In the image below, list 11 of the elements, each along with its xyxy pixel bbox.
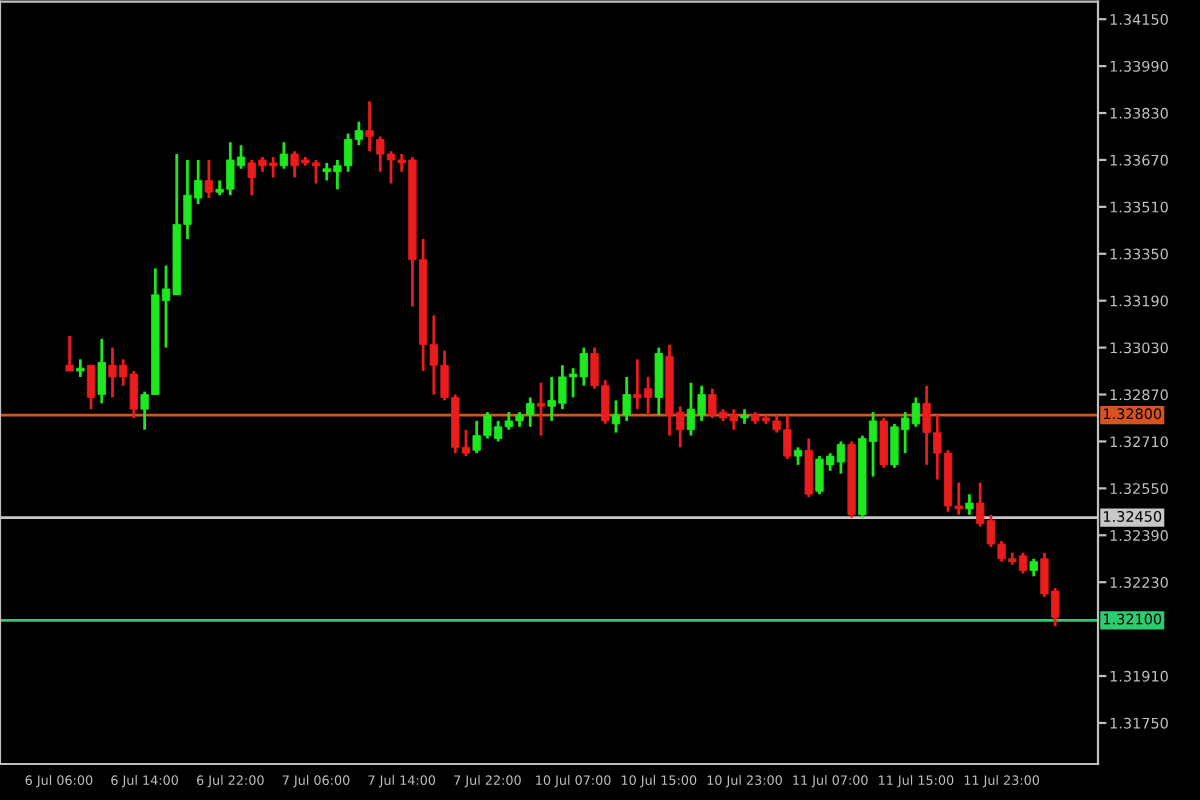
candlestick — [204, 158, 214, 200]
candlestick — [86, 363, 96, 411]
candlestick — [965, 492, 974, 517]
candlestick — [654, 346, 663, 417]
candlestick — [804, 437, 813, 499]
candlestick — [279, 140, 289, 171]
candlestick — [536, 381, 546, 437]
candlestick — [879, 416, 888, 470]
candlestick — [97, 337, 106, 405]
candlestick — [365, 99, 374, 153]
candlestick — [65, 334, 74, 373]
